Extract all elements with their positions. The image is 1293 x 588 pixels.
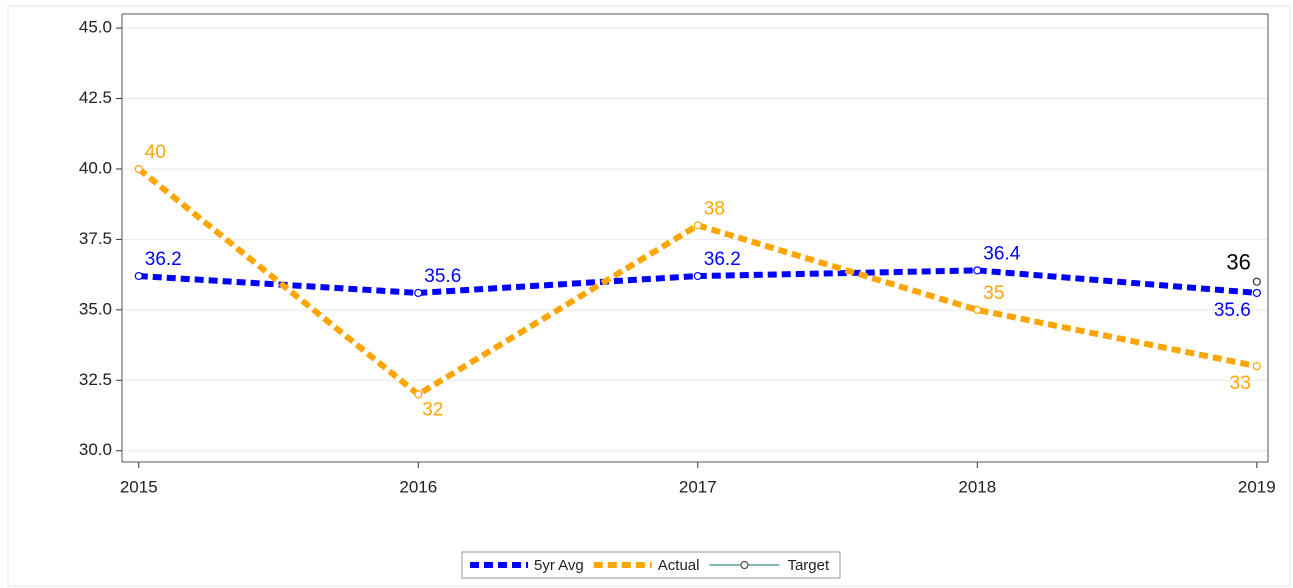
- y-tick-label: 42.5: [79, 88, 112, 107]
- point-marker: [134, 271, 143, 281]
- y-tick-label: 40.0: [79, 158, 112, 177]
- data-label: 36.2: [145, 249, 182, 270]
- point-marker: [414, 288, 423, 298]
- y-tick-label: 32.5: [79, 370, 112, 389]
- legend: 5yr Avg Actual Target: [461, 551, 841, 579]
- x-tick-label: 2018: [958, 477, 996, 496]
- y-tick-label: 35.0: [79, 299, 112, 318]
- x-tick-label: 2019: [1238, 477, 1276, 496]
- y-tick-label: 37.5: [79, 229, 112, 248]
- x-tick-label: 2016: [399, 477, 437, 496]
- point-marker: [1252, 277, 1261, 286]
- legend-label: 5yr Avg: [534, 557, 584, 574]
- legend-label: Target: [787, 557, 830, 574]
- data-label: 40: [145, 142, 166, 163]
- data-label: 35: [983, 283, 1004, 304]
- y-tick-label: 45.0: [79, 18, 112, 37]
- x-tick-label: 2015: [120, 477, 158, 496]
- point-marker: [1252, 362, 1261, 371]
- point-marker: [1252, 288, 1261, 298]
- x-tick-label: 2017: [679, 477, 717, 496]
- point-marker: [693, 271, 702, 281]
- point-marker: [973, 266, 982, 275]
- point-marker: [414, 390, 423, 399]
- outer-frame: [7, 5, 1291, 587]
- data-label: 38: [704, 198, 725, 219]
- data-label: 32: [422, 399, 443, 420]
- legend-marker: [740, 561, 749, 569]
- point-marker: [973, 305, 982, 314]
- point-marker: [134, 164, 143, 174]
- data-label: 36.4: [983, 243, 1020, 264]
- data-label: 35.6: [1214, 300, 1251, 321]
- data-label: 36.2: [704, 249, 741, 270]
- point-marker: [693, 221, 702, 230]
- data-label: 35.6: [424, 266, 461, 287]
- legend-label: Actual: [658, 557, 700, 574]
- data-label: 33: [1230, 373, 1251, 394]
- data-label: 36: [1226, 249, 1250, 274]
- plot-frame: [121, 13, 1269, 463]
- y-tick-label: 30.0: [79, 440, 112, 459]
- series-line: [136, 166, 1258, 399]
